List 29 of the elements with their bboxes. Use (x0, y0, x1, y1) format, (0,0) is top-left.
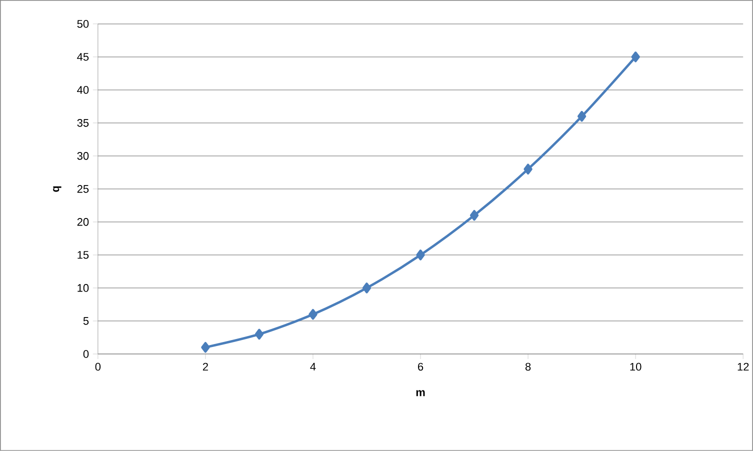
x-tick-label: 0 (95, 362, 101, 371)
point (201, 342, 210, 353)
y-tick-label: 30 (77, 152, 89, 160)
y-tick-label: 10 (78, 284, 89, 292)
point (470, 210, 479, 221)
y-axis-title: q (53, 186, 62, 192)
x-axis-title: m (416, 390, 425, 396)
y-tick-label: 35 (77, 119, 89, 127)
point (416, 250, 425, 260)
x-tick-label: 12 (738, 362, 749, 371)
point (362, 282, 372, 294)
x-tick-label: 2 (202, 362, 208, 371)
y-tick-label: 40 (77, 86, 89, 94)
y-tick-label: 5 (83, 317, 89, 325)
point (631, 52, 640, 62)
point (524, 164, 532, 175)
y-tick-label: 0 (83, 350, 89, 358)
y-tick-label: 25 (77, 185, 89, 193)
y-tick-label: 20 (77, 218, 89, 226)
point (254, 328, 264, 340)
y-tick-label: 50 (77, 20, 89, 28)
x-tick-label: 10 (630, 362, 642, 371)
x-tick-label: 8 (525, 362, 531, 371)
y-tick-label: 15 (78, 251, 89, 259)
x-tick-label: 6 (418, 362, 424, 371)
point (577, 110, 586, 122)
y-tick-label: 45 (77, 53, 89, 61)
x-tick-label: 4 (310, 362, 316, 370)
point (308, 309, 318, 320)
